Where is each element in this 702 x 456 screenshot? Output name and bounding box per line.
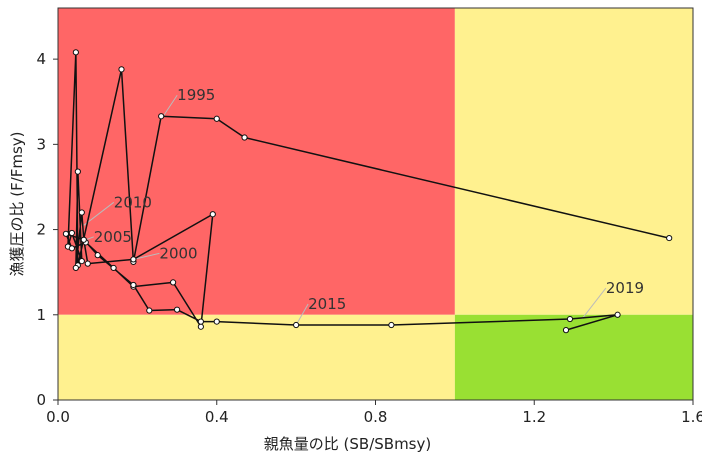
trajectory-series bbox=[62, 49, 673, 334]
y-tick-label: 3 bbox=[36, 135, 46, 153]
x-tick-label: 1.2 bbox=[522, 408, 546, 426]
annotation-leader bbox=[295, 303, 309, 326]
annotation-leader bbox=[162, 94, 178, 117]
status-zones bbox=[58, 8, 693, 400]
annotation-leader bbox=[133, 252, 160, 260]
data-point bbox=[666, 234, 673, 242]
year-label: 2019 bbox=[606, 279, 644, 297]
data-point bbox=[562, 327, 570, 334]
data-point bbox=[158, 113, 165, 120]
data-point bbox=[241, 134, 248, 141]
zone-yellow-top bbox=[454, 8, 693, 315]
year-label: 2015 bbox=[308, 295, 346, 313]
data-point bbox=[78, 209, 85, 216]
year-label: 1995 bbox=[177, 86, 215, 104]
data-point bbox=[74, 168, 81, 175]
year-label: 2000 bbox=[159, 244, 197, 262]
data-point bbox=[78, 257, 85, 265]
zone-green bbox=[454, 314, 693, 400]
y-tick-label: 1 bbox=[36, 306, 46, 324]
year-label: 2005 bbox=[94, 228, 132, 246]
data-point bbox=[62, 230, 70, 237]
y-tick-label: 2 bbox=[36, 221, 46, 239]
data-point bbox=[169, 279, 177, 286]
year-label: 2010 bbox=[114, 193, 152, 211]
data-point bbox=[388, 321, 395, 329]
data-point bbox=[94, 252, 101, 259]
y-axis-title: 漁獲圧の比 (F/Fmsy) bbox=[8, 131, 26, 276]
data-point bbox=[72, 264, 79, 272]
data-point bbox=[566, 315, 574, 323]
data-point bbox=[68, 245, 75, 252]
data-point bbox=[118, 66, 125, 73]
x-axis-title: 親魚量の比 (SB/SBmsy) bbox=[264, 435, 431, 453]
x-tick-label: 1.6 bbox=[681, 408, 702, 426]
data-point bbox=[209, 211, 216, 218]
data-point bbox=[197, 318, 204, 325]
data-point bbox=[213, 318, 220, 325]
x-axis: 0.0 0.4 0.8 1.2 1.6 bbox=[46, 400, 702, 426]
data-point bbox=[72, 49, 79, 56]
x-tick-label: 0.8 bbox=[364, 408, 388, 426]
data-point bbox=[293, 321, 300, 329]
data-point bbox=[80, 236, 87, 243]
zone-red bbox=[58, 8, 455, 315]
year-annotations: 1995 2000 2005 2010 2015 2019 bbox=[94, 86, 644, 313]
data-point bbox=[213, 115, 220, 122]
data-point bbox=[130, 281, 137, 289]
y-axis: 0 1 2 3 4 bbox=[36, 50, 58, 409]
zone-yellow-bottom bbox=[58, 314, 455, 400]
y-tick-label: 0 bbox=[36, 391, 46, 409]
data-point bbox=[68, 229, 75, 237]
data-point bbox=[146, 307, 153, 314]
annotation-leaders bbox=[83, 94, 607, 326]
data-point bbox=[173, 306, 181, 313]
data-point bbox=[614, 311, 621, 318]
annotation-leader bbox=[83, 201, 115, 226]
data-point bbox=[130, 256, 137, 263]
x-tick-label: 0.0 bbox=[46, 408, 70, 426]
x-tick-label: 0.4 bbox=[205, 408, 229, 426]
annotation-leader bbox=[85, 236, 94, 241]
data-point bbox=[197, 323, 204, 330]
y-tick-label: 4 bbox=[36, 50, 46, 68]
data-point bbox=[110, 264, 117, 272]
annotation-leader bbox=[581, 287, 607, 320]
data-point bbox=[84, 260, 91, 267]
